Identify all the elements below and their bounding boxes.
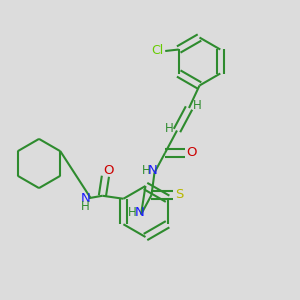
- Text: H: H: [81, 200, 90, 213]
- Text: S: S: [175, 188, 183, 202]
- Text: Cl: Cl: [152, 44, 164, 58]
- Text: N: N: [148, 164, 158, 178]
- Text: H: H: [142, 164, 151, 178]
- Text: H: H: [165, 122, 174, 135]
- Text: O: O: [103, 164, 114, 177]
- Text: N: N: [135, 206, 144, 220]
- Text: H: H: [193, 99, 202, 112]
- Text: H: H: [128, 206, 137, 220]
- Text: N: N: [80, 192, 90, 205]
- Text: O: O: [186, 146, 196, 160]
